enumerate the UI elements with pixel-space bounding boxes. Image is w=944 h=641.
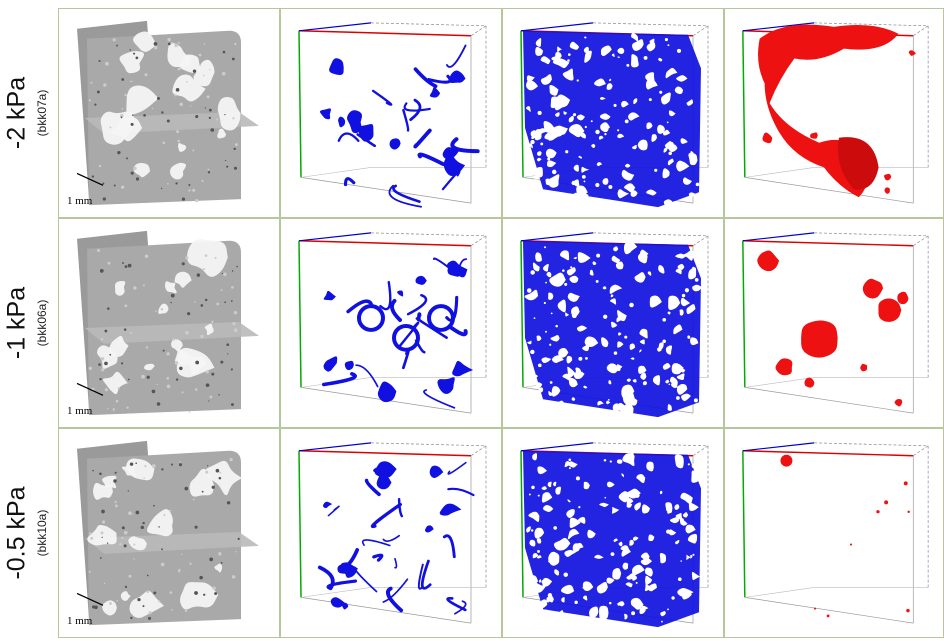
ct-volume (77, 20, 259, 206)
pressure-label: -1 kPa (2, 286, 31, 360)
row-label-2: -1 kPa (bkk06a) (0, 218, 58, 428)
row-label-1: -2 kPa (bkk07a) (0, 8, 58, 218)
pore-skeleton (317, 461, 475, 615)
scale-bar (76, 382, 104, 396)
panel-r3-pore-network-blue (502, 428, 724, 638)
panel-r3-ct-slice-gray: 1 mm (58, 428, 280, 638)
scale-bar-label: 1 mm (67, 615, 93, 627)
pressure-label: -0.5 kPa (2, 486, 31, 580)
panel-r1-pore-network-blue (502, 8, 724, 218)
panel-r2-ct-slice-gray: 1 mm (58, 218, 280, 428)
sample-id-label: (bkk06a) (35, 299, 49, 347)
pore-skeleton (319, 44, 480, 208)
scale-bar-label: 1 mm (67, 405, 93, 417)
panel-r2-isolated-pores-red (724, 218, 944, 428)
scale-bar (76, 592, 104, 606)
pressure-label: -2 kPa (2, 76, 31, 150)
row-label-3: -0.5 kPa (bkk10a) (0, 428, 58, 638)
isolated-pores (757, 250, 909, 407)
sample-id-label: (bkk10a) (35, 509, 49, 557)
panel-r1-pore-skeleton-blue (280, 8, 502, 218)
isolated-pores (780, 454, 910, 618)
image-grid: 1 mm 1 mm 1 mm (58, 8, 944, 638)
panel-r1-ct-slice-gray: 1 mm (58, 8, 280, 218)
ct-volume (77, 440, 259, 626)
pore-network (523, 240, 703, 418)
sample-id-label: (bkk07a) (35, 89, 49, 137)
bounding-box-frame (298, 22, 487, 204)
pore-skeleton (322, 257, 474, 409)
isolated-pores (758, 24, 916, 198)
panel-r2-pore-network-blue (502, 218, 724, 428)
pore-network (523, 30, 706, 208)
scale-bar-label: 1 mm (67, 195, 93, 207)
scale-bar (76, 172, 104, 186)
bounding-box-frame (298, 232, 487, 414)
bounding-box-frame (742, 232, 929, 414)
pore-network (523, 450, 701, 628)
panel-r2-pore-skeleton-blue (280, 218, 502, 428)
ct-volume (77, 230, 259, 416)
panel-r3-isolated-pores-red (724, 428, 944, 638)
panel-r3-pore-skeleton-blue (280, 428, 502, 638)
panel-r1-isolated-pores-red (724, 8, 944, 218)
bounding-box-frame (742, 442, 929, 624)
